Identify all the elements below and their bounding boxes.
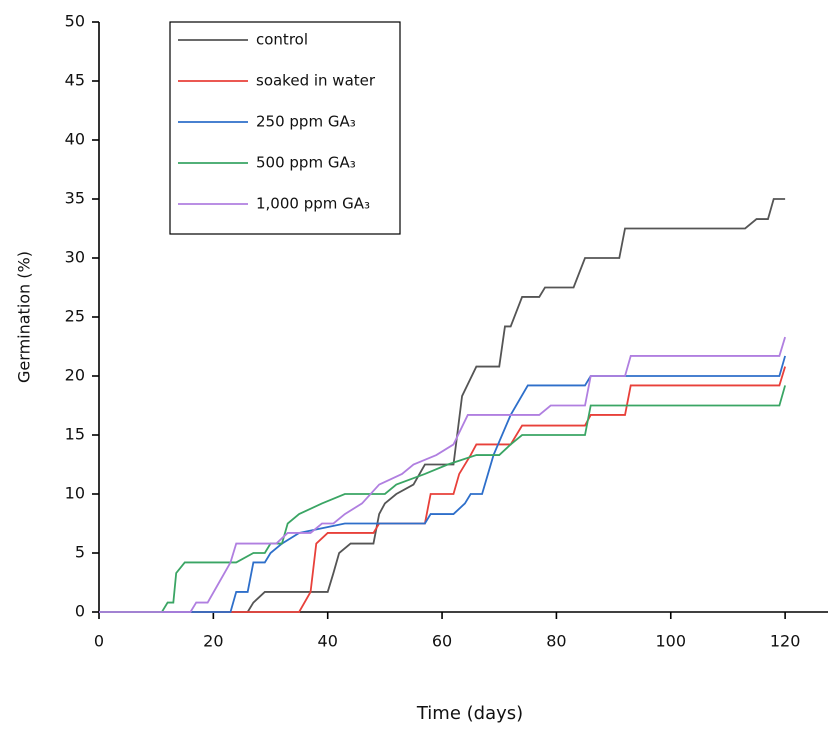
legend-label: 500 ppm GA₃	[256, 154, 356, 172]
x-tick-label: 20	[203, 632, 223, 651]
x-tick-label: 120	[770, 632, 801, 651]
y-tick-label: 35	[65, 189, 85, 208]
y-tick-label: 30	[65, 248, 85, 267]
y-axis-title: Germination (%)	[15, 251, 34, 383]
y-tick-label: 10	[65, 484, 85, 503]
y-tick-label: 25	[65, 307, 85, 326]
y-tick-label: 50	[65, 12, 85, 31]
x-tick-label: 40	[318, 632, 338, 651]
series-line	[99, 336, 786, 613]
series-line	[99, 355, 786, 613]
legend-label: control	[256, 31, 308, 49]
series-line	[99, 366, 786, 613]
series-line	[99, 198, 786, 613]
x-axis-title: Time (days)	[416, 703, 523, 724]
series-line	[99, 385, 786, 613]
legend-label: 250 ppm GA₃	[256, 113, 356, 131]
x-tick-label: 60	[432, 632, 452, 651]
x-tick-label: 80	[546, 632, 566, 651]
y-tick-label: 40	[65, 130, 85, 149]
y-tick-label: 5	[75, 543, 85, 562]
x-tick-label: 0	[94, 632, 104, 651]
y-tick-label: 20	[65, 366, 85, 385]
y-tick-label: 15	[65, 425, 85, 444]
legend-box	[169, 21, 401, 235]
y-tick-label: 45	[65, 71, 85, 90]
y-tick-label: 0	[75, 602, 85, 621]
legend-label: soaked in water	[256, 72, 376, 90]
x-tick-label: 100	[655, 632, 686, 651]
legend-label: 1,000 ppm GA₃	[256, 195, 370, 213]
